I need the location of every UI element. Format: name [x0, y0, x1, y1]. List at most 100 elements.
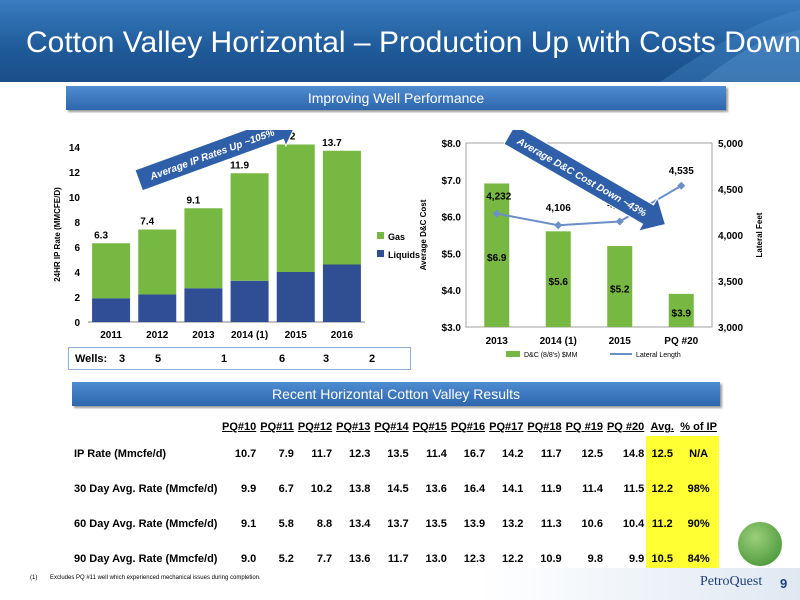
column-header: PQ#15	[412, 421, 447, 433]
column-header: % of IP	[680, 421, 717, 433]
row-label: 90 Day Avg. Rate (Mmcfe/d)	[74, 552, 218, 565]
y-axis-title: Average D&C Cost	[419, 199, 428, 270]
table-row: 60 Day Avg. Rate (Mmcfe/d) 9.1 5.8 8.8 1…	[72, 506, 719, 541]
table-cell: 13.9	[463, 517, 486, 530]
page-number: 9	[780, 576, 788, 591]
row-label: 60 Day Avg. Rate (Mmcfe/d)	[74, 517, 218, 530]
bar-gas	[92, 243, 131, 299]
row-label: IP Rate (Mmcfe/d)	[74, 447, 167, 460]
table-cell: 10.4	[622, 517, 645, 530]
dc-cost-chart: $3.0 $4.0 $5.0 $6.0 $7.0 $8.0 3,000 3,500 4,000 4…	[419, 130, 764, 359]
table-cell: 5.2	[278, 552, 294, 565]
y2-tick-label: 4,000	[718, 231, 743, 242]
bar-gas	[230, 173, 269, 281]
y-tick-label: $6.0	[442, 213, 462, 224]
y-axis-title: 24HR IP Rate (MMCFE/D)	[53, 187, 62, 282]
legend-label-gas: Gas	[388, 232, 405, 242]
ip-rate-chart: 0 2 4 6 8 10 12 14 6.3 2011 7.4 2012 9.1 2013 11.9 2014…	[53, 130, 420, 341]
table-cell: 13.4	[348, 517, 371, 530]
table-cell: 13.0	[425, 552, 447, 565]
table-cell: 9.0	[240, 552, 257, 565]
bar-liquids	[276, 272, 315, 322]
column-header: PQ #19	[565, 421, 603, 433]
arrow-shape	[134, 130, 298, 192]
line-point-marker	[677, 181, 686, 190]
table-cell: 11.9	[540, 482, 562, 495]
y-tick-label: $3.0	[442, 323, 462, 334]
table-cell: 12.3	[463, 552, 486, 565]
table-cell: 7.7	[316, 552, 333, 565]
table-cell: 13.7	[387, 517, 409, 530]
x-tick-label: 2014 (1)	[540, 336, 577, 347]
avg-cell: 12.2	[646, 471, 679, 506]
company-logo: PetroQuest	[700, 574, 763, 589]
x-tick-label: 2013	[192, 330, 215, 341]
y-tick-label: 2	[74, 293, 80, 304]
column-header: PQ#14	[374, 421, 409, 433]
x-tick-label: 2012	[146, 330, 169, 341]
pct-of-ip-cell: N/A	[678, 436, 719, 471]
bar-total-label: 11.9	[230, 160, 249, 171]
bar-liquids	[230, 280, 269, 322]
table-cell: 11.7	[311, 447, 333, 460]
wells-count: 3	[119, 353, 126, 365]
table-cell: 11.5	[623, 482, 645, 495]
y-tick-label: 8	[74, 218, 80, 229]
annotation-text: Average D&C Cost Down ~43%	[514, 136, 648, 220]
table-cell: 10.7	[234, 447, 257, 460]
wells-count-box: Wells: 3 5 1 6 3 2	[68, 347, 411, 370]
x-tick-label: 2015	[285, 330, 308, 341]
footer-bar	[0, 568, 800, 600]
bar-liquids	[322, 264, 361, 322]
column-header: PQ#16	[450, 421, 486, 433]
bar-total-label: 13.7	[322, 138, 342, 149]
table-cell: 13.6	[348, 552, 371, 565]
page-title: Cotton Valley Horizontal – Production Up…	[26, 26, 800, 59]
y-tick-label: 14	[69, 143, 81, 154]
legend-swatch-dc	[506, 351, 520, 357]
banner-recent-results: Recent Horizontal Cotton Valley Results	[72, 382, 720, 406]
y2-tick-label: 3,000	[718, 323, 743, 334]
bar-dc-cost	[545, 231, 571, 327]
table-cell: 16.7	[463, 447, 486, 460]
wells-label: Wells:	[75, 353, 108, 365]
column-header: PQ#18	[527, 421, 562, 433]
table-cell: 13.5	[425, 517, 447, 530]
y-tick-label: 10	[69, 193, 81, 204]
bar-value-label: $5.6	[549, 277, 569, 288]
bar-dc-cost	[607, 246, 633, 327]
table-cell: 8.8	[316, 517, 333, 530]
y2-tick-label: 3,500	[718, 277, 743, 288]
table-header-row: PQ#10 PQ#11 PQ#12 PQ#13 PQ#14 PQ#15 PQ#1…	[72, 418, 719, 436]
table-cell: 11.7	[540, 447, 562, 460]
pct-of-ip-cell: 90%	[678, 506, 719, 541]
x-tick-label: 2014 (1)	[231, 330, 268, 341]
table-cell: 13.5	[387, 447, 409, 460]
legend-label-liquids: Liquids	[388, 250, 420, 260]
footnote-text: Excludes PQ #11 well which experienced m…	[50, 575, 261, 581]
y2-tick-label: 5,000	[718, 139, 743, 150]
table-row: 30 Day Avg. Rate (Mmcfe/d) 9.9 6.7 10.2 …	[72, 471, 719, 506]
bar-gas	[138, 229, 177, 295]
y-tick-label: 4	[74, 268, 80, 279]
y-tick-label: $7.0	[442, 176, 462, 187]
table-cell: 14.1	[501, 482, 524, 495]
table-cell: 11.4	[426, 447, 447, 460]
table-cell: 12.2	[501, 552, 524, 565]
arrow-shape	[503, 130, 667, 232]
line-value-label: 4,535	[669, 166, 694, 177]
column-header: PQ#10	[222, 421, 257, 433]
banner-well-performance: Improving Well Performance	[66, 86, 726, 110]
table-cell: 11.4	[582, 482, 603, 495]
table-cell: 16.4	[463, 482, 486, 495]
legend-swatch-liquids	[377, 250, 384, 257]
line-value-label: 4,232	[486, 192, 511, 203]
row-label: 30 Day Avg. Rate (Mmcfe/d)	[74, 482, 218, 495]
pct-of-ip-cell: 98%	[678, 471, 719, 506]
table-cell: 5.8	[278, 517, 294, 530]
footnote-number: (1)	[30, 575, 38, 581]
table-cell: 10.2	[310, 482, 333, 495]
legend-label-lateral: Lateral Length	[636, 352, 681, 359]
bar-total-label: 6.3	[94, 230, 108, 241]
x-tick-label: 2011	[100, 330, 122, 341]
